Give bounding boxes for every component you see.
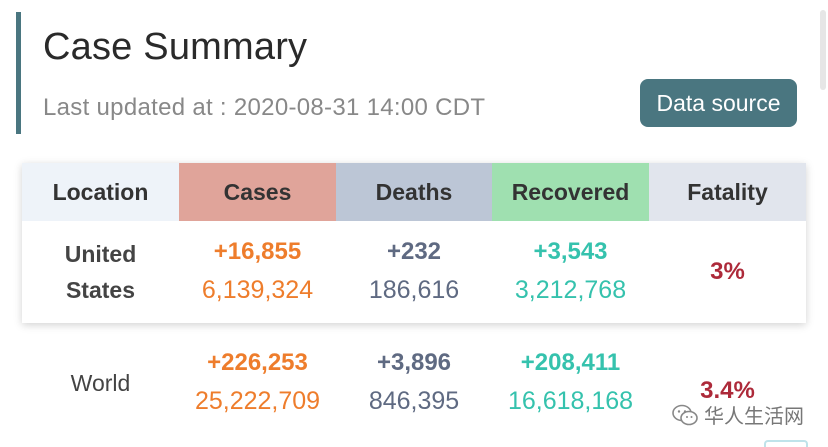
scrollbar-thumb[interactable] xyxy=(820,10,826,90)
case-summary-header: Case Summary Last updated at : 2020-08-3… xyxy=(16,12,810,134)
fatality-cell: 3% xyxy=(649,221,806,323)
deaths-new: +232 xyxy=(386,238,442,265)
page-title: Case Summary xyxy=(43,26,308,68)
fatality-cell: 3.4% xyxy=(649,333,806,433)
recovered-total: 16,618,168 xyxy=(507,387,634,415)
cases-new: +226,253 xyxy=(207,349,308,376)
cases-cell: +16,855 6,139,324 xyxy=(179,221,336,323)
deaths-cell: +3,896 846,395 xyxy=(336,333,492,433)
deaths-new: +3,896 xyxy=(376,349,452,376)
location-cell: World xyxy=(22,333,179,433)
last-updated-text: Last updated at : 2020-08-31 14:00 CDT xyxy=(43,94,486,121)
watermark: 华人生活网 xyxy=(672,400,804,429)
data-source-button[interactable]: Data source xyxy=(640,79,797,127)
location-name: World xyxy=(70,369,131,396)
fatality-rate: 3.4% xyxy=(700,377,755,404)
deaths-total: 186,616 xyxy=(368,276,460,304)
cases-total: 6,139,324 xyxy=(201,276,314,304)
cases-total: 25,222,709 xyxy=(194,387,321,415)
location-cell: United States xyxy=(22,221,179,323)
recovered-cell: +208,411 16,618,168 xyxy=(492,333,649,433)
column-header-deaths: Deaths xyxy=(336,163,492,221)
column-header-location: Location xyxy=(22,163,179,221)
deaths-total: 846,395 xyxy=(368,387,460,415)
scrollbar[interactable] xyxy=(818,0,828,120)
location-name-line2: States xyxy=(65,277,136,303)
summary-table: Location Cases Deaths Recovered Fatality… xyxy=(22,163,806,323)
cases-new: +16,855 xyxy=(213,238,302,265)
recovered-total: 3,212,768 xyxy=(514,276,627,304)
recovered-cell: +3,543 3,212,768 xyxy=(492,221,649,323)
deaths-cell: +232 186,616 xyxy=(336,221,492,323)
column-header-fatality: Fatality xyxy=(649,163,806,221)
wechat-icon xyxy=(672,404,698,426)
cases-cell: +226,253 25,222,709 xyxy=(179,333,336,433)
column-header-cases: Cases xyxy=(179,163,336,221)
table-row-united-states: United States +16,855 6,139,324 +232 186… xyxy=(22,221,806,323)
recovered-new: +208,411 xyxy=(520,349,621,376)
fatality-rate: 3% xyxy=(710,258,745,285)
table-header-row: Location Cases Deaths Recovered Fatality xyxy=(22,163,806,221)
corner-tab xyxy=(764,440,808,447)
table-row-world: World +226,253 25,222,709 +3,896 846,395… xyxy=(22,333,806,433)
watermark-text: 华人生活网 xyxy=(704,406,804,428)
recovered-new: +3,543 xyxy=(533,238,608,265)
column-header-recovered: Recovered xyxy=(492,163,649,221)
location-name-line1: United xyxy=(64,241,137,267)
